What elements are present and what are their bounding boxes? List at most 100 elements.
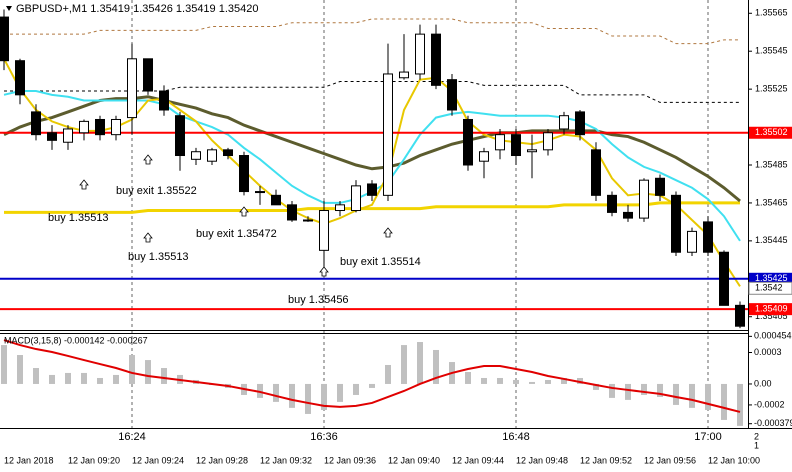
candle-body — [623, 211, 633, 219]
corner-label: 2 — [754, 431, 759, 441]
candle-body — [207, 149, 217, 162]
candle-body — [639, 179, 649, 219]
macd-bar — [513, 379, 519, 384]
y-tick-label: 1.35545 — [755, 46, 788, 56]
trade-annotation: buy 1.35513 — [48, 212, 109, 224]
indicator-line — [4, 18, 740, 45]
macd-bar — [625, 383, 631, 400]
macd-bar — [369, 383, 375, 388]
candle-body — [255, 191, 265, 194]
macd-bar — [161, 368, 167, 384]
indicator-line — [3, 58, 741, 287]
y-tick-label: -0.0002 — [754, 399, 785, 409]
x-tick-label: 16:36 — [310, 431, 338, 443]
macd-bar — [641, 383, 647, 395]
x-tick-label: 16:24 — [118, 431, 146, 443]
price-level-box — [749, 126, 792, 139]
price-level-label: 1.35409 — [755, 304, 788, 314]
macd-signal — [3, 339, 741, 413]
candle-body — [127, 58, 137, 119]
candle-body — [399, 71, 409, 79]
candle-body — [47, 132, 57, 141]
bid-label: 1.3542 — [755, 283, 783, 293]
macd-bar — [65, 372, 71, 384]
candle-body — [671, 194, 681, 253]
macd-bar — [385, 364, 391, 384]
candle-body — [463, 118, 473, 166]
candle-body — [79, 120, 89, 134]
macd-bar — [689, 383, 695, 408]
candle-body — [351, 185, 361, 212]
candle-body — [31, 111, 41, 136]
date-label: 12 Jan 09:24 — [132, 455, 184, 465]
candle-body — [287, 204, 297, 221]
macd-bar — [17, 355, 23, 384]
indicator-line — [4, 81, 740, 103]
macd-bar — [337, 383, 343, 402]
candle-body — [527, 149, 537, 153]
indicator-line — [4, 201, 740, 214]
y-tick-label: 1.35405 — [755, 311, 788, 321]
macd-bar — [417, 342, 423, 384]
macd-bar — [721, 383, 727, 420]
candle-body — [591, 149, 601, 196]
date-label: 12 Jan 09:48 — [516, 455, 568, 465]
candle-body — [511, 134, 521, 157]
macd-bar — [353, 383, 359, 395]
indicator-line — [3, 95, 741, 203]
macd-bar — [113, 374, 119, 384]
y-tick-label: 1.35465 — [755, 197, 788, 207]
macd-bar — [481, 377, 487, 384]
date-label: 12 Jan 09:44 — [452, 455, 504, 465]
trade-annotation: buy 1.35513 — [128, 251, 189, 263]
buy-arrow — [319, 266, 329, 277]
date-label: 12 Jan 09:20 — [68, 455, 120, 465]
bid-box — [748, 281, 792, 295]
candle-body — [431, 33, 441, 86]
macd-bar — [81, 372, 87, 384]
candle-body — [719, 251, 729, 306]
trade-annotation: buy exit 1.35522 — [116, 185, 197, 197]
macd-bar — [433, 349, 439, 384]
chart-header: GBPUSD+,M1 1.35419 1.35426 1.35419 1.354… — [16, 3, 259, 15]
candle-body — [303, 219, 313, 222]
trade-annotation: buy 1.35456 — [288, 294, 349, 306]
symbol-icon — [6, 6, 12, 11]
macd-bar — [593, 383, 599, 390]
candle-body — [239, 155, 249, 193]
candle-body — [367, 183, 377, 196]
macd-bar — [529, 381, 535, 384]
trade-annotation: buy exit 1.35472 — [196, 228, 277, 240]
date-label: 12 Jan 09:28 — [196, 455, 248, 465]
macd-bar — [737, 383, 743, 426]
candle-body — [63, 128, 73, 143]
y-tick-label: 1.35445 — [755, 235, 788, 245]
macd-bar — [305, 383, 311, 414]
candle-body — [447, 79, 457, 111]
date-label: 12 Jan 10:00 — [708, 455, 760, 465]
y-tick-label: 0.0003 — [754, 347, 782, 357]
candle-body — [111, 118, 121, 136]
price-level-box — [749, 303, 792, 316]
macd-bar — [673, 383, 679, 405]
price-level-label: 1.35502 — [755, 127, 788, 137]
y-tick-label: 1.35485 — [755, 159, 788, 169]
candle-body — [319, 210, 329, 251]
candle-body — [703, 221, 713, 253]
macd-bar — [97, 377, 103, 384]
candle-body — [15, 60, 25, 96]
buy-arrow — [143, 154, 153, 165]
y-tick-label: 0.000454 — [754, 331, 792, 341]
candle-body — [575, 111, 585, 136]
candle-body — [735, 304, 745, 327]
candle-body — [0, 16, 9, 62]
date-label: 12 Jan 09:36 — [324, 455, 376, 465]
candle-body — [95, 118, 105, 136]
trade-annotation: buy exit 1.35514 — [340, 256, 421, 268]
macd-bar — [129, 355, 135, 384]
candle-body — [271, 194, 281, 206]
y-tick-label: 1.35565 — [755, 8, 788, 18]
candle-body — [191, 151, 201, 160]
date-label: 12 Jan 09:32 — [260, 455, 312, 465]
